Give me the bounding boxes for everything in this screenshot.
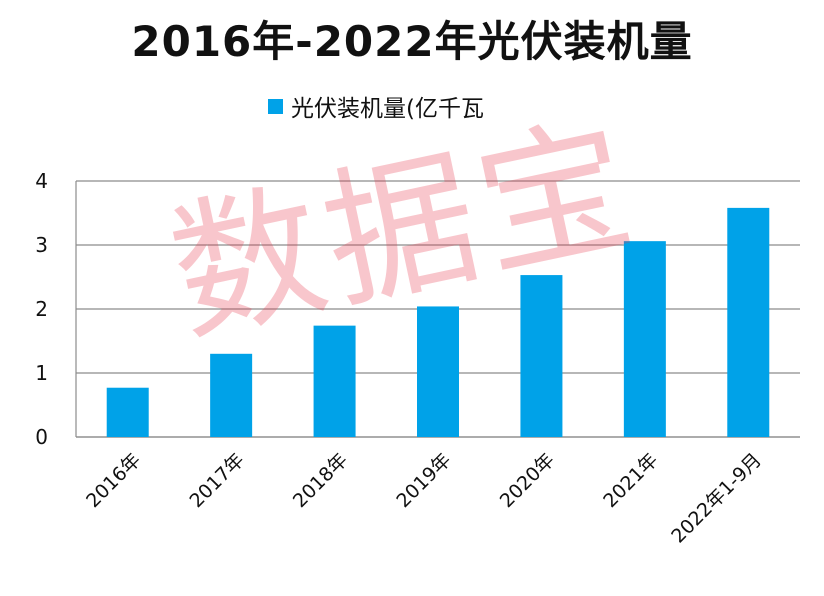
x-tick-label: 2021年 (599, 449, 662, 512)
legend-swatch (268, 98, 283, 114)
bar (623, 241, 666, 437)
y-tick-label: 2 (35, 297, 48, 321)
bar (313, 325, 356, 437)
x-tick-label: 2020年 (496, 449, 559, 512)
chart-title: 2016年-2022年光伏装机量 (131, 17, 693, 66)
legend-label: 光伏装机量(亿千瓦 (291, 96, 484, 122)
bar (106, 387, 149, 437)
bar (520, 275, 563, 437)
y-tick-label: 4 (35, 169, 48, 193)
x-tick-label: 2019年 (392, 449, 455, 512)
y-tick-label: 1 (35, 361, 48, 385)
x-tick-label: 2018年 (289, 449, 352, 512)
x-tick-label: 2022年1-9月 (667, 449, 766, 548)
y-tick-label: 0 (35, 425, 48, 449)
bar (210, 353, 253, 437)
bar (727, 207, 770, 437)
x-tick-label: 2016年 (82, 449, 145, 512)
y-tick-label: 3 (35, 233, 48, 257)
legend: 光伏装机量(亿千瓦 (268, 86, 484, 126)
x-tick-label: 2017年 (185, 449, 248, 512)
bar (417, 306, 459, 437)
